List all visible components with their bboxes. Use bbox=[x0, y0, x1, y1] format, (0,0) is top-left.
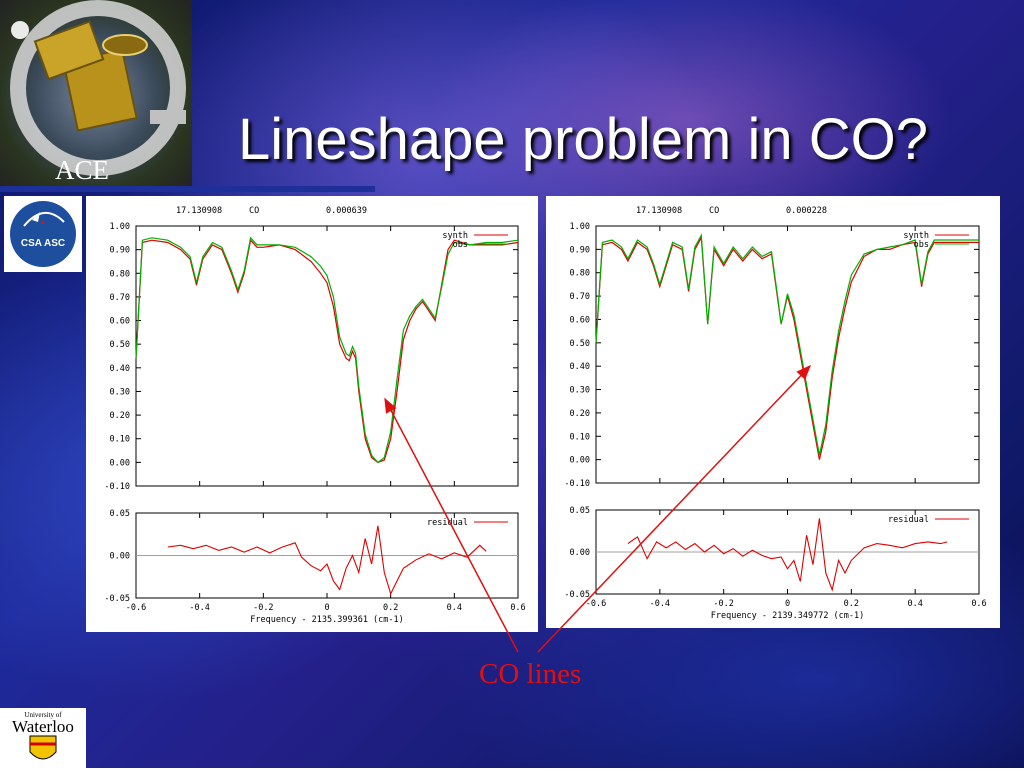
left-spectrum-ytick-label: 1.00 bbox=[110, 222, 130, 232]
left-legend-residual: residual bbox=[427, 518, 468, 528]
ace-satellite-icon bbox=[10, 0, 186, 176]
left-legend-obs: obs bbox=[453, 240, 468, 250]
right-residual-ytick-label: 0.05 bbox=[570, 506, 590, 516]
slide-title: Lineshape problem in CO? bbox=[238, 107, 928, 172]
right-legend-obs: obs bbox=[914, 240, 929, 250]
right-xtick-label: -0.4 bbox=[650, 599, 670, 609]
right-spectrum-ytick-label: -0.10 bbox=[564, 479, 590, 489]
annotation-arrow-right bbox=[537, 364, 812, 653]
right-spectrum-ytick-label: 0.40 bbox=[570, 362, 590, 372]
spectrum-chart-right: 17.130908 CO 0.0002281.000.900.800.700.600… bbox=[564, 206, 986, 621]
left-header-2: 0.000639 bbox=[326, 206, 367, 216]
spectrum-chart-left: 17.130908 CO 0.0006391.000.900.800.700.600… bbox=[104, 206, 525, 625]
annotation-arrow-left bbox=[384, 397, 519, 653]
left-spectrum-ytick-label: 0.40 bbox=[110, 364, 130, 374]
co-lines-annotation: CO lines bbox=[479, 658, 582, 690]
header-divider bbox=[0, 186, 375, 192]
left-header-0: 17.130908 bbox=[176, 206, 222, 216]
left-spectrum-ytick-label: 0.50 bbox=[110, 340, 130, 350]
left-spectrum-ytick-label: 0.70 bbox=[110, 293, 130, 303]
right-xtick-label: 0.2 bbox=[844, 599, 859, 609]
right-header-1: CO bbox=[709, 206, 719, 216]
left-spectrum-ytick-label: 0.00 bbox=[110, 458, 130, 468]
spectrum-panel-right: 17.130908 CO 0.000228 1.00 0.90 0.80 0.70 0.60 0… bbox=[546, 196, 1000, 628]
right-series-residual bbox=[627, 518, 948, 592]
left-spectrum-ytick-label: 0.20 bbox=[110, 411, 130, 421]
left-header-1: CO bbox=[249, 206, 259, 216]
right-spectrum-ytick-label: 0.90 bbox=[570, 245, 590, 255]
left-xlabel: Frequency - 2135.399361 (cm-1) bbox=[250, 615, 404, 625]
right-xlabel: Frequency - 2139.349772 (cm-1) bbox=[711, 611, 865, 621]
right-spectrum-ytick-label: 1.00 bbox=[570, 222, 590, 232]
left-xtick-label: 0.6 bbox=[510, 603, 525, 613]
right-header-2: 0.000228 bbox=[786, 206, 827, 216]
left-series-synth bbox=[135, 238, 519, 464]
left-xtick-label: 0 bbox=[324, 603, 329, 613]
csa-logo-text: CSA ASC bbox=[21, 238, 65, 249]
right-header-0: 17.130908 bbox=[636, 206, 682, 216]
right-xtick-label: -0.2 bbox=[713, 599, 733, 609]
ace-logo-label: ACE bbox=[55, 155, 109, 185]
left-residual-ytick-label: 0.05 bbox=[110, 509, 130, 519]
left-spectrum-ytick-label: 0.90 bbox=[110, 246, 130, 256]
right-xtick-label: 0.6 bbox=[971, 599, 986, 609]
left-spectrum-ytick-label: 0.60 bbox=[110, 317, 130, 327]
waterloo-logo-small-text: University of bbox=[24, 711, 62, 719]
right-residual-ytick-label: 0.00 bbox=[570, 548, 590, 558]
waterloo-logo-text: Waterloo bbox=[12, 717, 74, 736]
right-series-obs bbox=[595, 233, 979, 456]
right-spectrum-ytick-label: 0.10 bbox=[570, 432, 590, 442]
left-residual-ytick-label: -0.05 bbox=[104, 594, 130, 604]
right-xtick-label: 0.4 bbox=[907, 599, 922, 609]
left-series-residual bbox=[167, 525, 487, 596]
left-series-obs bbox=[135, 236, 519, 464]
right-spectrum-ytick-label: 0.20 bbox=[570, 409, 590, 419]
left-xtick-label: -0.4 bbox=[189, 603, 209, 613]
left-xtick-label: 0.4 bbox=[447, 603, 462, 613]
right-spectrum-ytick-label: 0.80 bbox=[570, 269, 590, 279]
right-xtick-label: -0.6 bbox=[586, 599, 606, 609]
right-spectrum-ytick-label: 0.70 bbox=[570, 292, 590, 302]
ace-logo: ACE bbox=[0, 0, 192, 186]
right-spectrum-ytick-label: 0.30 bbox=[570, 386, 590, 396]
left-spectrum-ytick-label: 0.10 bbox=[110, 435, 130, 445]
right-spectrum-ytick-label: 0.00 bbox=[570, 456, 590, 466]
right-spectrum-ytick-label: 0.60 bbox=[570, 315, 590, 325]
left-spectrum-ytick-label: -0.10 bbox=[104, 482, 130, 492]
left-spectrum-ytick-label: 0.80 bbox=[110, 269, 130, 279]
left-legend-synth: synth bbox=[442, 231, 468, 241]
right-xtick-label: 0 bbox=[785, 599, 790, 609]
waterloo-logo: University of Waterloo bbox=[0, 708, 86, 768]
left-xtick-label: 0.2 bbox=[383, 603, 398, 613]
csa-logo: CSA ASC bbox=[4, 196, 82, 272]
left-xtick-label: -0.6 bbox=[126, 603, 146, 613]
left-xtick-label: -0.2 bbox=[253, 603, 273, 613]
right-legend-synth: synth bbox=[903, 231, 929, 241]
right-spectrum-ytick-label: 0.50 bbox=[570, 339, 590, 349]
right-residual-ytick-label: -0.05 bbox=[564, 590, 590, 600]
left-residual-ytick-label: 0.00 bbox=[110, 552, 130, 562]
right-legend-residual: residual bbox=[888, 515, 929, 525]
left-spectrum-ytick-label: 0.30 bbox=[110, 387, 130, 397]
spectrum-panel-left: 17.130908 CO 0.000639 1.00 0.90 0.80 0.70 0.60 0… bbox=[86, 196, 538, 632]
